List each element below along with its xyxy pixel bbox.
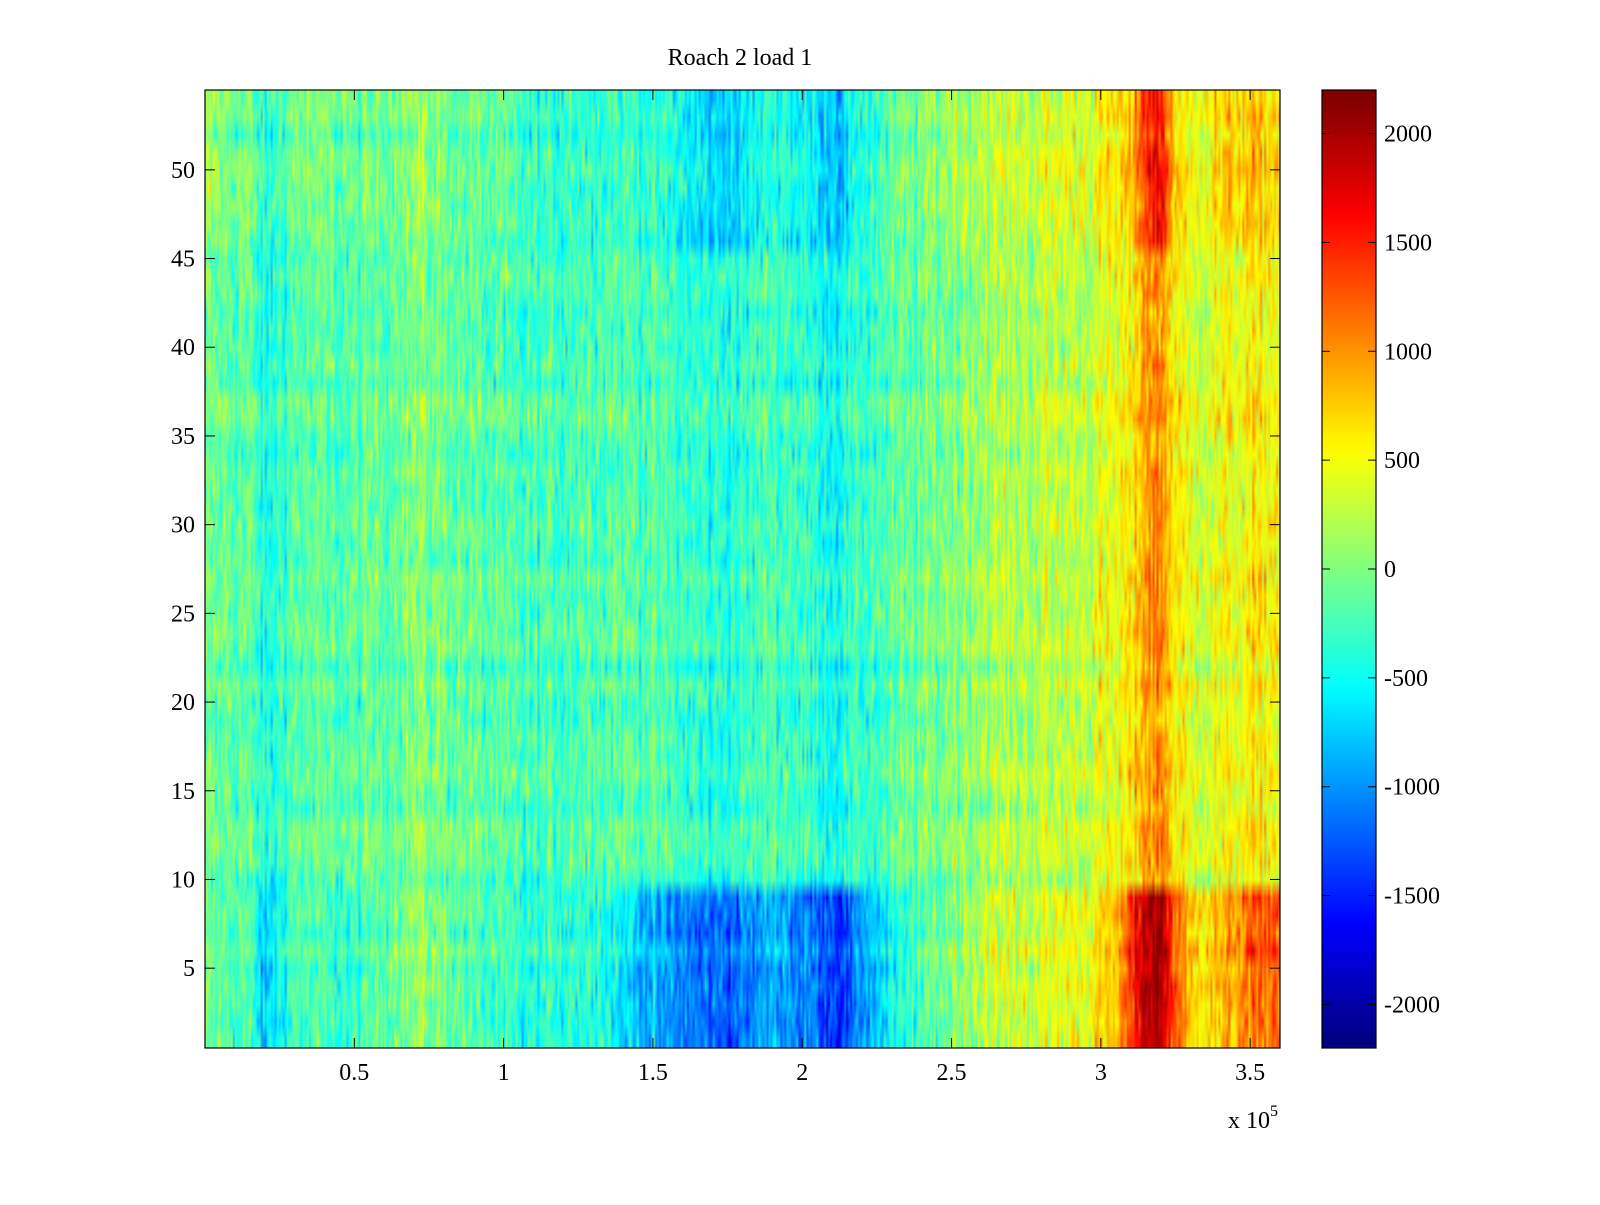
y-tick-label: 45 [171,247,195,273]
y-tick-label: 50 [171,158,195,184]
colorbar-tick-label: -1500 [1384,884,1440,910]
colorbar-axis: -2000 -1500 -1000 -500 0 500 1000 1500 2000 [1322,122,1440,1018]
x-tick-label: 3 [1095,1060,1107,1086]
x-tick-label: 0.5 [339,1060,369,1086]
x-tick-label: 3.5 [1235,1060,1265,1086]
x-tick-label: 2.5 [937,1060,967,1086]
plot-frame [204,89,1281,1049]
x-tick-label: 2 [796,1060,808,1086]
y-axis: 5 10 15 20 25 30 35 40 45 50 [171,158,1280,982]
y-tick-label: 15 [171,779,195,805]
colorbar-tick-label: 0 [1384,557,1396,583]
colorbar-tick-label: 1000 [1384,339,1432,365]
x-multiplier-base: x 10 [1228,1108,1270,1134]
colorbar-tick-label: -2000 [1384,992,1440,1018]
colorbar-gradient [1322,90,1376,1048]
colorbar-tick-label: 500 [1384,448,1420,474]
x-multiplier-exponent: 5 [1270,1103,1278,1120]
chart-title: Roach 2 load 1 [668,45,813,71]
y-tick-label: 40 [171,335,195,361]
x-axis: 0.5 1 1.5 2 2.5 3 3.5 [339,90,1265,1086]
colorbar-tick-label: 2000 [1384,122,1432,148]
colorbar-tick-label: 1500 [1384,230,1432,256]
y-tick-label: 35 [171,424,195,450]
colorbar-tick-label: -1000 [1384,775,1440,801]
heatmap-cells [205,90,1280,1048]
y-tick-label: 25 [171,601,195,627]
x-multiplier: x 105 [1228,1103,1278,1134]
y-tick-label: 30 [171,513,195,539]
y-tick-label: 10 [171,867,195,893]
x-tick-label: 1.5 [638,1060,668,1086]
y-tick-label: 20 [171,690,195,716]
y-tick-label: 5 [183,956,195,982]
x-tick-label: 1 [498,1060,510,1086]
colorbar-tick-label: -500 [1384,666,1428,692]
